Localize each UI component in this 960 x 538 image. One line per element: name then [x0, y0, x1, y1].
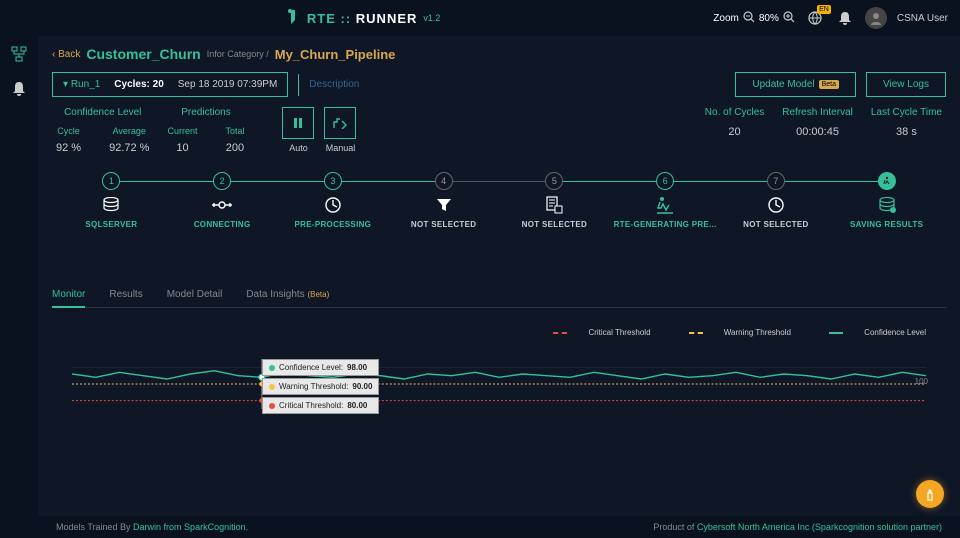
sidebar-tree-icon[interactable] — [11, 46, 27, 65]
step-icon — [436, 196, 452, 214]
pipeline-step[interactable]: 1 SQLSERVER — [56, 172, 167, 229]
zoom-label: Zoom — [713, 13, 739, 24]
tooltip-critical: Critical Threshold: 80.00 — [262, 397, 379, 414]
back-button[interactable]: ‹ Back — [52, 49, 80, 60]
chart-legend: Critical Threshold Warning Threshold Con… — [52, 328, 946, 337]
avg-label: Average — [109, 126, 149, 136]
user-name: CSNA User — [897, 13, 948, 24]
total-value: 200 — [225, 142, 244, 154]
globe-icon[interactable]: EN — [805, 11, 825, 25]
step-number: 6 — [656, 172, 674, 190]
step-number: 4 — [435, 172, 453, 190]
tabs: Monitor Results Model Detail Data Insigh… — [52, 289, 946, 308]
tab-model[interactable]: Model Detail — [167, 289, 223, 307]
divider — [298, 74, 299, 96]
topbar: RTE :: RUNNER v1.2 Zoom 80% EN CSNA User — [0, 0, 960, 36]
zoom-out-icon[interactable] — [743, 11, 755, 26]
cycle-label: Cycle — [56, 126, 81, 136]
step-icon — [101, 196, 121, 214]
category-label: Infor Category / — [207, 49, 269, 59]
step-number: 5 — [545, 172, 563, 190]
project-name[interactable]: Customer_Churn — [86, 46, 200, 62]
step-icon — [767, 196, 785, 214]
confidence-title: Confidence Level — [56, 107, 149, 118]
cycles-count: Cycles: 20 — [114, 79, 163, 90]
step-number — [878, 172, 896, 190]
help-fab[interactable] — [916, 480, 944, 508]
step-label: RTE-GENERATING PRE... — [614, 220, 717, 229]
cycles-value: 20 — [705, 126, 764, 138]
current-value: 10 — [167, 142, 197, 154]
manual-label: Manual — [324, 143, 356, 153]
breadcrumb: ‹ Back Customer_Churn Infor Category / M… — [52, 46, 946, 62]
logo-version: v1.2 — [423, 13, 440, 23]
cycle-value: 92 % — [56, 142, 81, 154]
footer: Models Trained By Darwin from SparkCogni… — [38, 516, 960, 538]
view-logs-button[interactable]: View Logs — [866, 72, 946, 97]
refresh-title: Refresh Interval — [782, 107, 853, 118]
beta-badge: Beta — [819, 80, 839, 89]
y-axis-100: 100 — [915, 377, 928, 386]
logo-icon — [285, 8, 301, 29]
refresh-value: 00:00:45 — [782, 126, 853, 138]
last-value: 38 s — [871, 126, 942, 138]
step-icon — [324, 196, 342, 214]
step-number: 1 — [102, 172, 120, 190]
step-label: SQLSERVER — [85, 220, 137, 229]
zoom-in-icon[interactable] — [783, 11, 795, 26]
footer-right: Product of Cybersoft North America Inc (… — [653, 522, 942, 532]
manual-button[interactable] — [324, 107, 356, 139]
tab-insights[interactable]: Data Insights (Beta) — [246, 289, 329, 307]
step-number: 3 — [324, 172, 342, 190]
total-label: Total — [225, 126, 244, 136]
update-model-button[interactable]: Update Model Beta — [735, 72, 856, 97]
step-icon — [545, 196, 563, 214]
step-icon — [211, 196, 233, 214]
sidebar — [0, 36, 38, 538]
logo: RTE :: RUNNER v1.2 — [12, 8, 713, 29]
current-label: Current — [167, 126, 197, 136]
lang-badge: EN — [817, 5, 831, 14]
pipeline-name: My_Churn_Pipeline — [275, 47, 396, 62]
zoom-controls: Zoom 80% — [713, 11, 795, 26]
tab-results[interactable]: Results — [109, 289, 142, 307]
step-label: SAVING RESULTS — [850, 220, 923, 229]
pipeline-steps: 1 SQLSERVER 2 CONNECTING 3 PRE-PROCESSING 4 NOT… — [52, 172, 946, 229]
last-title: Last Cycle Time — [871, 107, 942, 118]
auto-label: Auto — [282, 143, 314, 153]
run-selector[interactable]: ▾ Run_1 Cycles: 20 Sep 18 2019 07:39PM — [52, 72, 288, 97]
tooltip-warning: Warning Threshold: 90.00 — [262, 378, 379, 395]
darwin-link[interactable]: Darwin from SparkCognition. — [133, 522, 248, 532]
chart-canvas[interactable]: 100 Confidence Level: 98.00 Warning Thre… — [72, 359, 926, 409]
zoom-value: 80% — [759, 13, 779, 24]
avg-value: 92.72 % — [109, 142, 149, 154]
step-icon — [877, 196, 897, 214]
step-label: NOT SELECTED — [522, 220, 587, 229]
step-icon — [655, 196, 675, 214]
cycles-title: No. of Cycles — [705, 107, 764, 118]
step-label: PRE-PROCESSING — [295, 220, 372, 229]
cybersoft-link[interactable]: Cybersoft North America Inc (Sparkcognit… — [697, 522, 942, 532]
avatar[interactable] — [865, 7, 887, 29]
logo-text: RTE :: RUNNER — [307, 11, 418, 26]
chart-area: Critical Threshold Warning Threshold Con… — [52, 328, 946, 448]
sidebar-bell-icon[interactable] — [12, 81, 26, 100]
auto-pause-button[interactable] — [282, 107, 314, 139]
run-name: ▾ Run_1 — [63, 79, 100, 90]
step-number: 2 — [213, 172, 231, 190]
tooltip-group: Confidence Level: 98.00 Warning Threshol… — [262, 359, 379, 416]
bell-icon[interactable] — [835, 11, 855, 25]
predictions-title: Predictions — [167, 107, 244, 118]
step-label: NOT SELECTED — [411, 220, 476, 229]
step-label: NOT SELECTED — [743, 220, 808, 229]
tab-monitor[interactable]: Monitor — [52, 289, 85, 308]
run-timestamp: Sep 18 2019 07:39PM — [178, 79, 278, 90]
description-link[interactable]: Description — [309, 79, 359, 90]
tooltip-confidence: Confidence Level: 98.00 — [262, 359, 379, 376]
step-label: CONNECTING — [194, 220, 251, 229]
footer-left: Models Trained By Darwin from SparkCogni… — [56, 522, 248, 532]
step-number: 7 — [767, 172, 785, 190]
